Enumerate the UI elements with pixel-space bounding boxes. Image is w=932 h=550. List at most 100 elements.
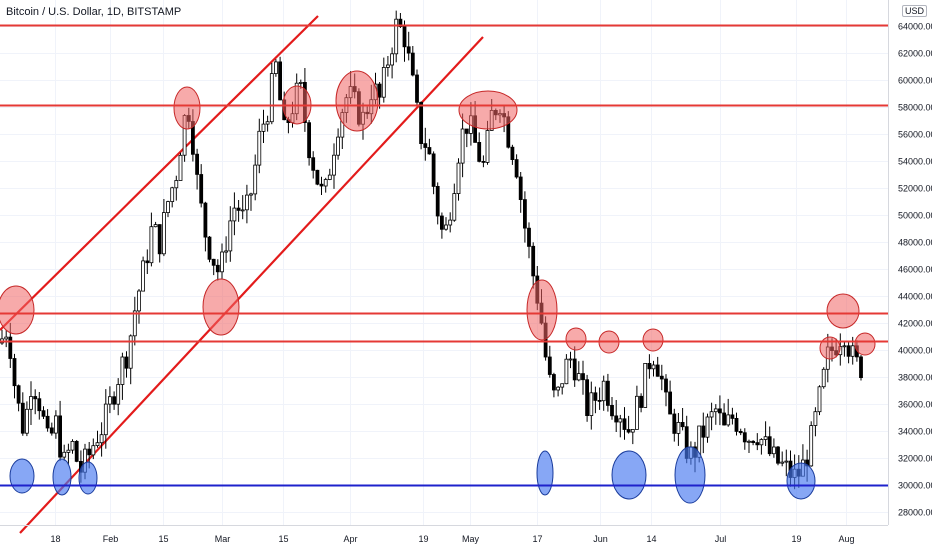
lower-trendline [19,36,484,534]
candle-up [62,451,67,458]
support-circle [52,458,72,496]
x-tick-label: 19 [418,534,428,544]
candle-down [846,345,851,357]
resistance-circle [854,332,876,356]
upper-trendline [0,15,319,331]
y-tick-label: 52000.00 [898,184,932,194]
y-tick-label: 58000.00 [898,103,932,113]
candle-down [742,432,747,443]
candle-down [419,101,424,145]
candle-down [49,427,54,434]
candle-down [531,245,536,277]
candle-up [161,212,166,255]
candle-down [668,391,672,415]
candle-up [780,461,785,464]
candle-down [215,264,220,273]
candle-up [842,345,847,348]
candle-down [427,147,432,155]
candle-down [722,412,726,426]
candle-up [456,162,461,195]
candle-down [626,429,631,433]
candle-down [606,380,610,406]
x-tick-label: 14 [646,534,656,544]
y-tick-label: 40000.00 [898,346,932,356]
candle-down [659,375,664,380]
candle-down [199,174,204,204]
resistance-circle [0,285,35,335]
candle-up [220,251,224,273]
y-tick-label: 44000.00 [898,292,932,302]
candle-down [278,61,283,101]
candle-down [593,392,598,401]
candle-up [249,193,253,196]
candle-up [336,136,341,156]
candle-down [518,176,523,201]
x-tick-label: Mar [215,534,231,544]
candle-up [460,128,465,164]
y-tick-label: 34000.00 [898,427,932,437]
x-tick-label: 17 [532,534,542,544]
candle-down [37,398,42,412]
y-tick-label: 32000.00 [898,454,932,464]
candle-down [581,373,585,381]
candle-up [394,18,399,55]
candle-down [734,417,739,432]
support-circle [611,450,647,500]
resistance-circle [526,279,558,341]
x-tick-label: Apr [343,534,357,544]
candle-down [730,414,735,419]
candle-down [45,415,50,429]
resistance-circle [565,327,587,351]
candle-down [58,415,62,458]
grid-lines [0,0,888,525]
currency-badge[interactable]: USD [902,5,928,17]
candle-down [41,410,46,417]
time-axis: 18 Feb 15 Mar 15 Apr 19 May 17 Jun 14 Jul 19 Aug [0,525,888,544]
candle-down [859,356,863,378]
support-circle [9,458,35,494]
candle-up [132,310,137,337]
candle-up [178,154,183,181]
candle-up [448,219,453,226]
candle-up [726,414,731,426]
y-tick-label: 42000.00 [898,319,932,329]
candle-down [112,396,116,405]
resistance-circle [173,86,201,130]
candle-down [398,18,403,28]
candle-down [8,336,13,359]
candle-up [564,358,569,385]
candle-down [203,202,208,238]
candle-up [763,436,768,440]
candle-down [211,258,216,266]
resistance-circle [202,278,240,336]
candle-up [676,421,681,434]
candle-up [759,439,764,446]
candle-down [439,215,444,230]
candle-down [315,169,320,185]
candle-down [481,160,486,163]
candle-down [718,408,722,414]
candle-up [70,440,75,451]
candle-down [435,185,440,217]
candle-up [817,386,822,413]
price-axis: 28000.00 30000.00 32000.00 34000.00 36000.00… [888,0,932,550]
support-circle [78,461,98,495]
candle-up [29,396,33,410]
candle-up [568,358,573,361]
x-tick-label: 15 [278,534,288,544]
candle-up [618,418,623,423]
candle-up [813,411,818,426]
support-circle [786,462,816,500]
candle-down [585,379,589,417]
chart-title: Bitcoin / U.S. Dollar, 1D, BITSTAMP [6,6,182,18]
candle-down [20,402,25,434]
resistance-circle [642,328,664,352]
candle-up [4,336,9,340]
candle-down [16,385,21,404]
candle-down [664,378,668,393]
candle-up [705,416,710,438]
candle-up [390,53,395,66]
candle-up [635,395,639,430]
level-markers [0,70,876,504]
